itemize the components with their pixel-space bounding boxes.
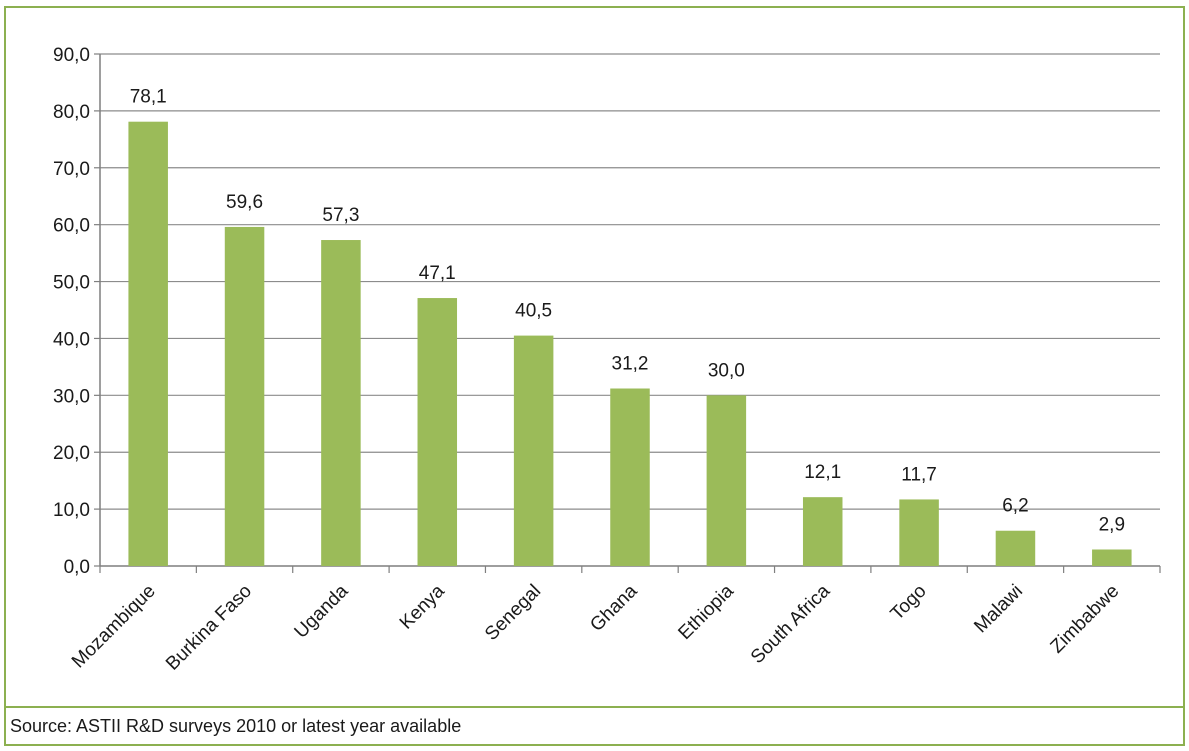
bar [899,499,939,566]
data-label: 30,0 [708,360,745,381]
bar [802,497,843,566]
data-label: 2,9 [1099,515,1125,536]
y-tick-label: 60,0 [53,216,90,237]
bar [706,395,747,566]
data-label: 59,6 [226,192,263,213]
y-tick-label: 40,0 [53,329,90,350]
category-label: Senegal [481,581,545,645]
y-tick-labels: 0,0 10,0 20,0 30,0 40,0 50,0 60,0 70,0 80,0 90,0 [53,45,90,578]
data-label: 57,3 [322,205,359,226]
category-label: Togo [887,581,931,625]
y-tick-label: 50,0 [53,273,90,294]
source-footer: Source: ASTII R&D surveys 2010 or latest… [6,706,1183,744]
category-label: Zimbabwe [1047,581,1124,658]
category-label: Ghana [586,580,641,635]
y-tick-label: 80,0 [53,102,90,123]
y-tick-label: 30,0 [53,386,90,407]
bar [321,240,361,566]
data-label: 47,1 [419,263,456,284]
data-label: 31,2 [612,354,649,375]
category-label: Kenya [396,580,449,633]
data-label: 12,1 [804,462,841,483]
category-label: Mozambique [68,581,160,673]
data-label: 78,1 [130,87,167,108]
bar [128,121,168,566]
bar [610,388,650,566]
y-tick-label: 70,0 [53,159,90,180]
bar [513,335,554,566]
y-tick-label: 20,0 [53,443,90,464]
category-label: South Africa [747,580,835,668]
chart-frame [4,6,1185,746]
bars [128,121,1132,567]
source-note: Source: ASTII R&D surveys 2010 or latest… [10,716,462,736]
x-tick-labels: Mozambique Burkina Faso Uganda Kenya Senegal… [68,580,1123,674]
category-label: Malawi [970,581,1027,638]
category-label: Burkina Faso [162,581,256,675]
bar [417,298,458,566]
bar [224,226,265,567]
grid-lines [100,53,1160,510]
category-label: Ethiopia [674,580,738,644]
data-label: 11,7 [901,464,937,485]
data-label: 40,5 [515,301,552,322]
data-labels: 78,1 59,6 57,3 47,1 40,5 31,2 30,0 12,1 11,7 6,2 2… [130,87,1125,536]
bar [1092,549,1132,566]
y-tick-label: 0,0 [64,557,90,578]
category-label: Uganda [291,580,353,642]
y-tick-label: 90,0 [53,45,90,66]
y-tick-label: 10,0 [53,500,90,521]
data-label: 6,2 [1002,496,1028,517]
bar [995,530,1036,566]
